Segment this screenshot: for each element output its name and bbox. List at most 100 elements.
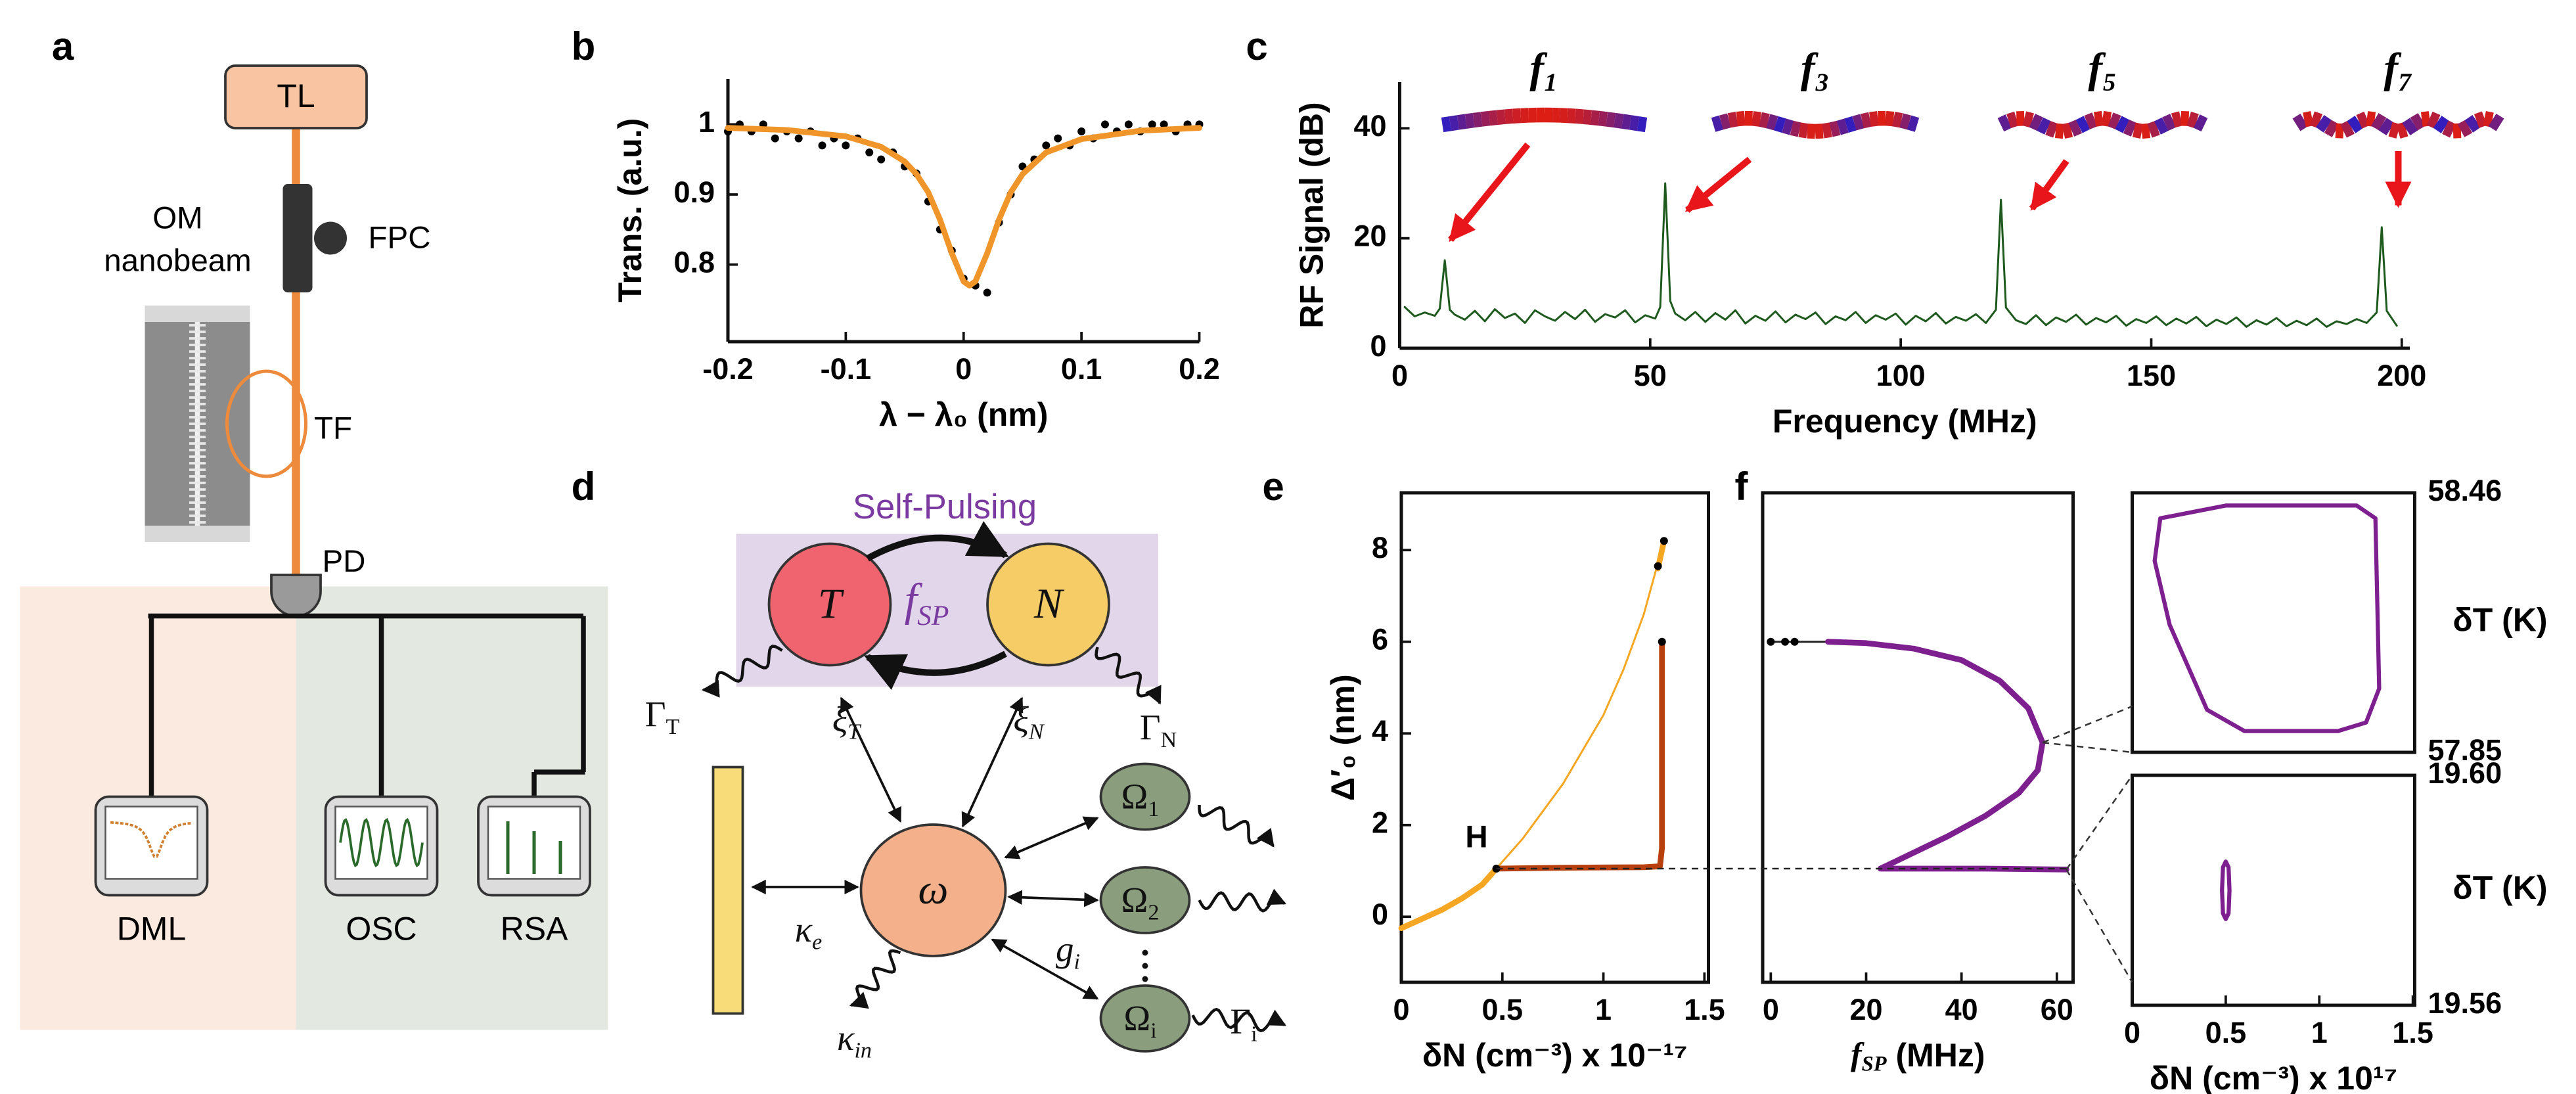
decay-arrow (701, 645, 783, 698)
symbol-main: ω (918, 866, 949, 913)
symbol-sub: e (812, 930, 822, 954)
symbol-main: T (818, 580, 844, 627)
mode-shape (2101, 110, 2112, 127)
symbol-sub: i (1251, 1022, 1257, 1046)
monitor-trace (339, 817, 424, 868)
decay-arrow (1191, 1007, 1286, 1033)
hopf-label: H (1465, 820, 1487, 855)
x-tick-label: 0.2 (1179, 352, 1220, 386)
symbol-main: ξ (832, 699, 848, 739)
y-tick-label: 0.9 (673, 175, 715, 209)
fpc-label: FPC (369, 221, 431, 256)
tapered-fiber-loop (225, 369, 308, 478)
mode-shape (1727, 112, 1738, 128)
sem-band (145, 526, 250, 542)
mode-shape (2371, 113, 2387, 131)
panel-label: a (52, 24, 74, 68)
data-point (1148, 120, 1156, 129)
y-tick-label: 0.8 (673, 246, 715, 279)
symbol-main: ξ (1013, 699, 1029, 739)
mode-shape (1441, 116, 1452, 133)
mode-shape (1782, 118, 1794, 135)
data-point (1100, 120, 1109, 129)
symbol-sub: T (666, 715, 679, 739)
double-arrow (840, 696, 902, 823)
data-point (771, 134, 779, 143)
y-tick-label: 1 (698, 105, 715, 139)
data-point (1658, 637, 1666, 646)
mechanical-mode (1099, 984, 1191, 1053)
symbol: ξT (832, 699, 862, 744)
mode-shape (2420, 111, 2431, 127)
data-point (865, 148, 874, 157)
mode-shape (2186, 111, 2199, 129)
axes-frame (2131, 491, 2416, 754)
mode-shape (1449, 115, 1460, 131)
mode-arrow (1684, 156, 1752, 213)
axes-frame (1761, 491, 2075, 984)
mode-shape (2062, 122, 2073, 139)
mode-shape (1829, 120, 1841, 137)
mode-shape (2474, 111, 2487, 128)
double-arrow (961, 696, 1024, 828)
mode-shape (1836, 118, 1849, 135)
y-axis-label: δT (K) (2452, 602, 2547, 639)
mechanical-mode (1099, 866, 1191, 934)
mode-shape (1637, 116, 1648, 133)
x-tick-label: 200 (2377, 359, 2426, 392)
x-tick-label: 20 (1849, 993, 1882, 1026)
mode-shape (1457, 114, 1467, 130)
decay-arrow (1198, 805, 1275, 848)
symbol: Ω2 (1121, 880, 1160, 925)
mode-shape (2147, 121, 2160, 138)
mode-shape (1520, 108, 1529, 124)
mode-shape (1606, 112, 1616, 128)
fpc-body (282, 184, 313, 292)
symbol-main: Ω (1121, 880, 1148, 920)
symbol-main: Ω (1123, 998, 1150, 1038)
y-tick-label: 0 (1370, 329, 1386, 363)
axes-frame (2131, 773, 2416, 1007)
coupling-arrow (866, 521, 1009, 562)
panel-label: f (1735, 465, 1749, 509)
mode-shape (2356, 111, 2370, 129)
symbol-sub: T (847, 719, 861, 744)
data-line (1398, 865, 1499, 932)
symbol-sub: in (854, 1038, 872, 1062)
decay-arrow (849, 949, 901, 1009)
x-axis-label-sub: SP (1862, 1053, 1887, 1076)
data-line (2152, 503, 2382, 733)
x-axis-label-rest: (MHz) (1887, 1037, 1985, 1074)
symbol: ω (918, 866, 949, 913)
mode-shape (1892, 112, 1903, 128)
mode-shape (2006, 111, 2019, 129)
x-tick-label: 40 (1945, 993, 1978, 1026)
mode-shape (2029, 114, 2043, 131)
monitor-label: RSA (501, 911, 568, 947)
fpc-knob (314, 221, 347, 255)
x-tick-label: 0.5 (1482, 993, 1524, 1026)
y-axis-label: Δ′₀ (nm) (1324, 674, 1361, 801)
x-tick-label: -0.2 (702, 352, 754, 386)
x-tick-label: 0.5 (2205, 1016, 2247, 1049)
mode-shape (2464, 115, 2481, 133)
mode-shape (2433, 116, 2450, 133)
mode-shape (1899, 113, 1911, 130)
nanobeam-label: nanobeam (104, 244, 252, 279)
y-tick-label: 8 (1372, 531, 1388, 564)
x-tick-label: 1.5 (1684, 993, 1725, 1026)
mode-shape (1798, 122, 1809, 139)
mode-shape (2366, 111, 2376, 127)
data-line (1493, 639, 1665, 872)
mode-shape (1621, 114, 1632, 130)
coupling-arrow (864, 650, 1007, 690)
data-point (877, 155, 886, 164)
mode-label: f₃ (1801, 45, 1830, 92)
mode-shape (2347, 116, 2364, 133)
data-line (1403, 182, 2398, 328)
data-point (1660, 537, 1668, 545)
mode-shape (1719, 113, 1731, 130)
mode-shape (1790, 120, 1801, 137)
y-axis-label: δT (K) (2452, 869, 2547, 906)
